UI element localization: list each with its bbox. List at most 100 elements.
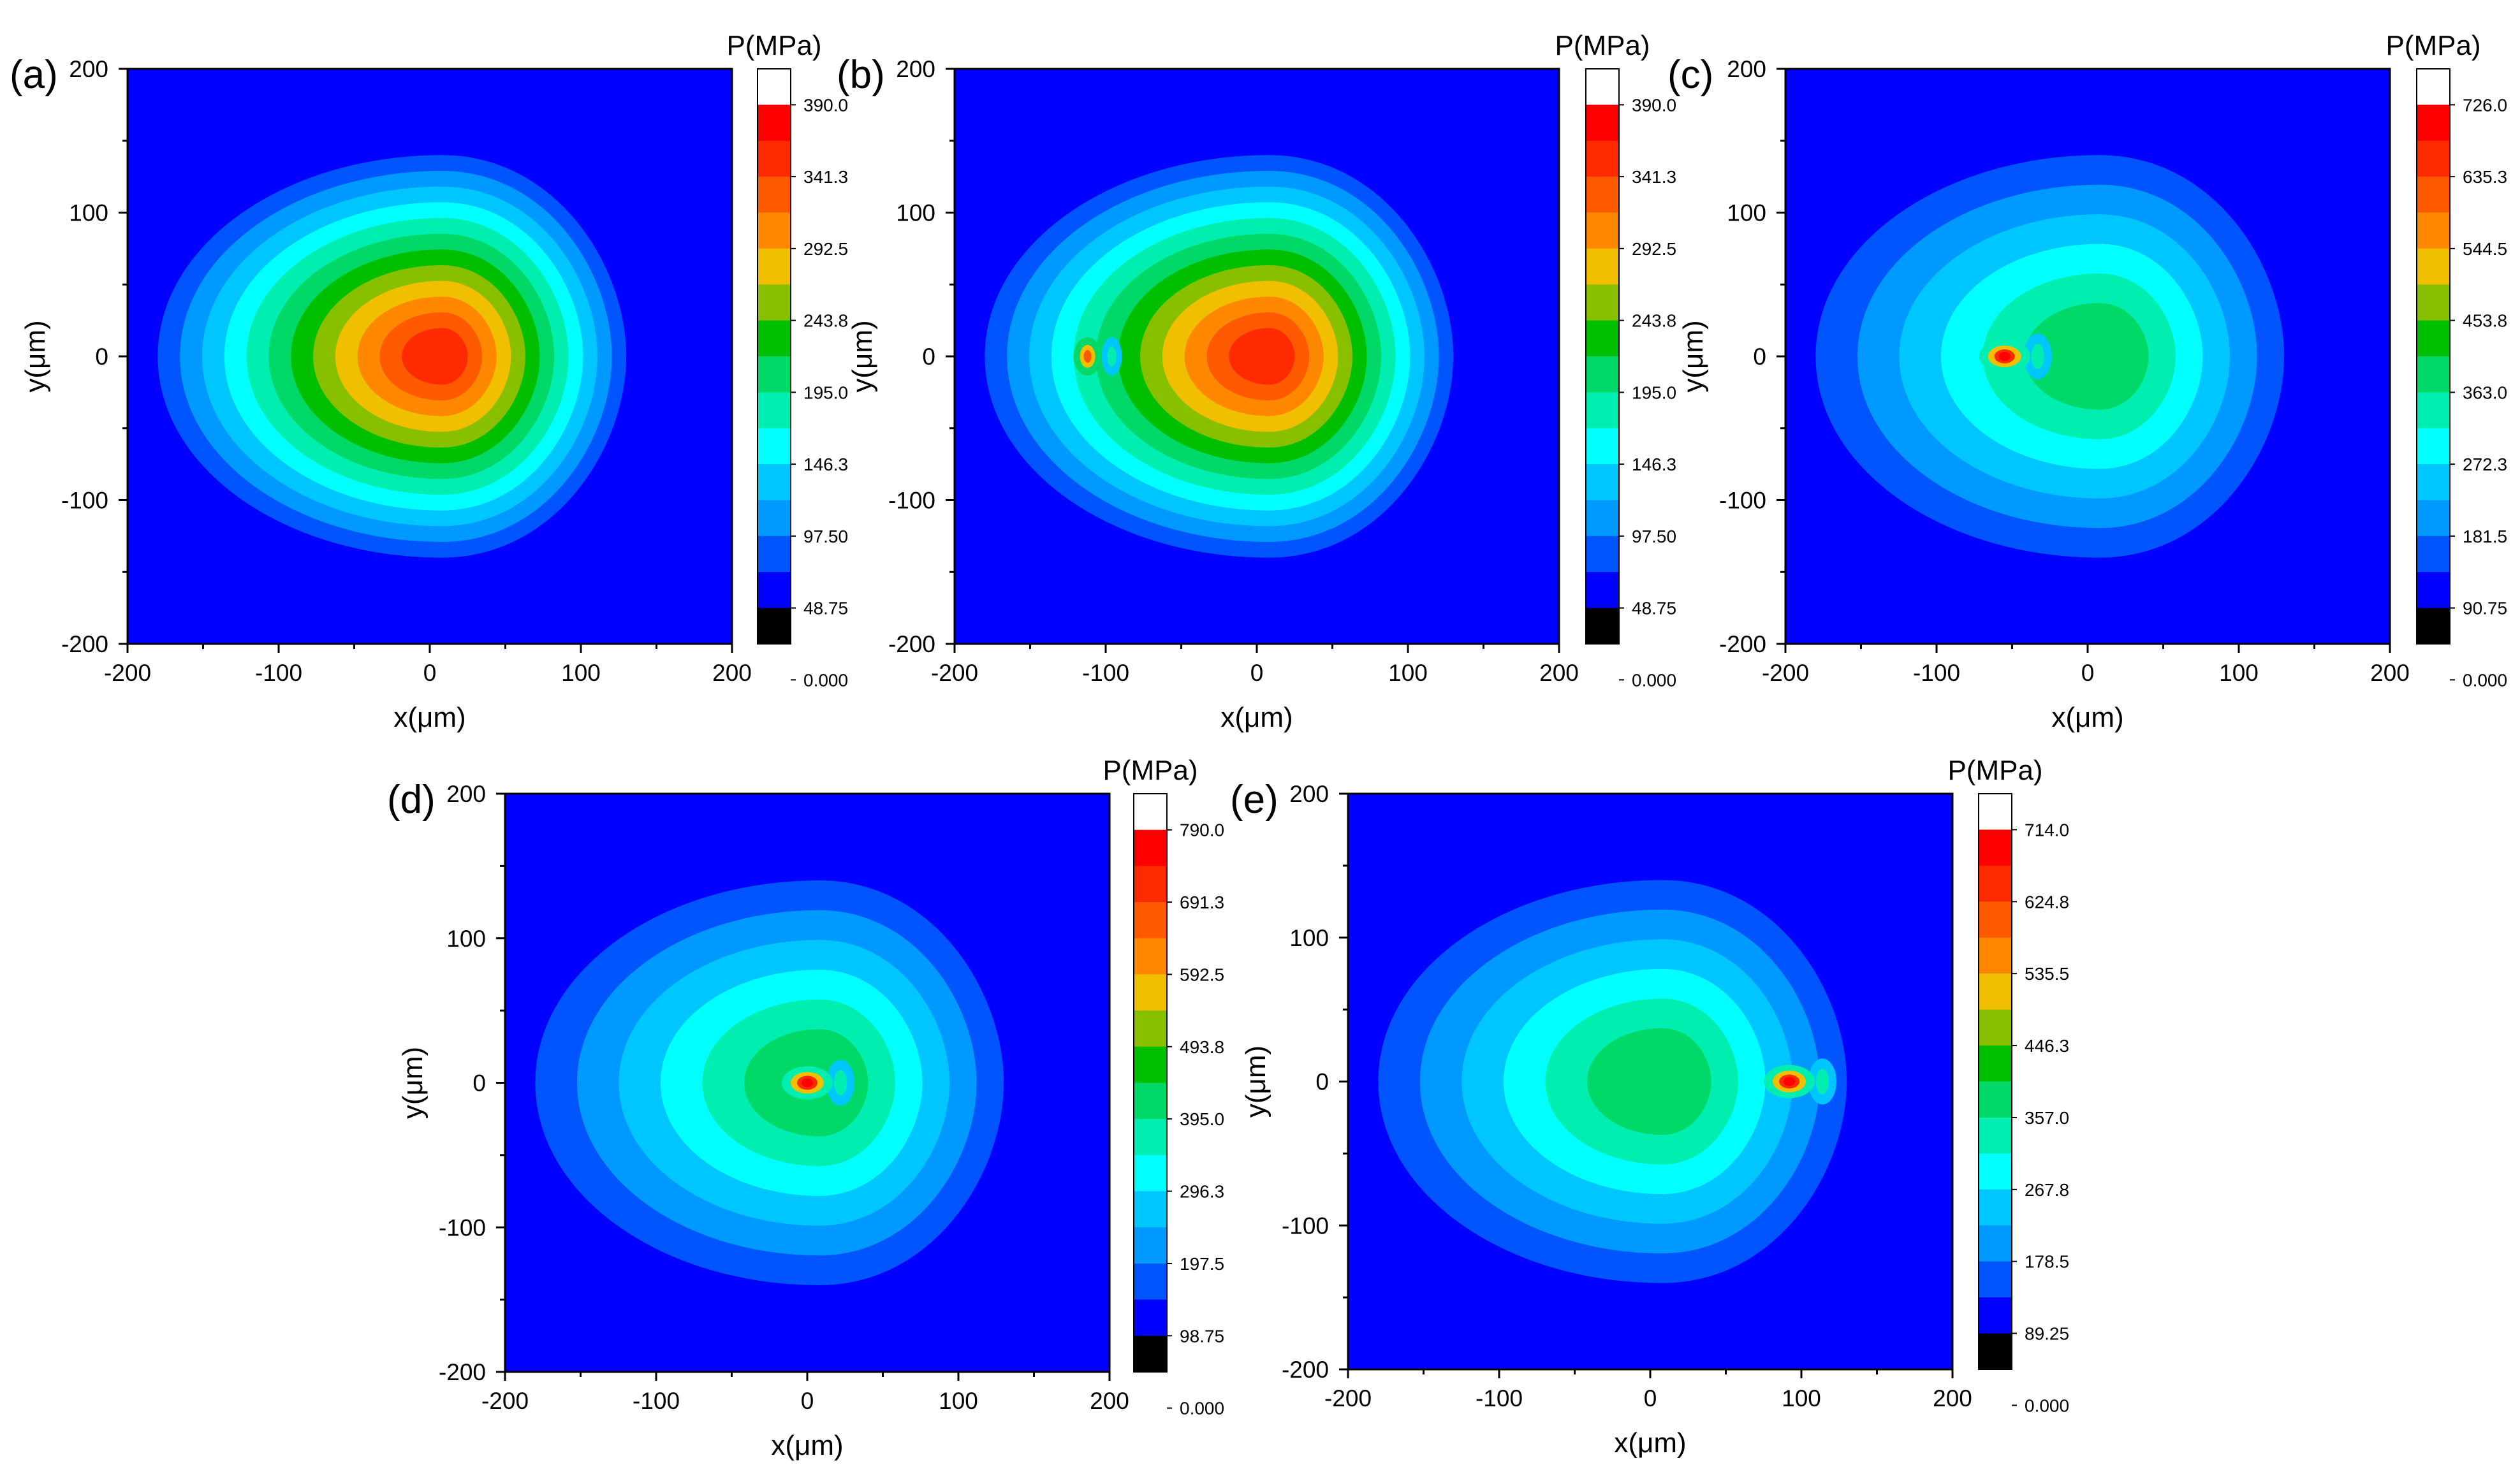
contour-field (955, 69, 1559, 644)
y-tick-label: 200 (1289, 781, 1329, 807)
colorbar-block (1134, 1155, 1167, 1192)
colorbar-block (1586, 356, 1619, 393)
chart-panel-2: -200 -100 0 100 200 200 100 0 -100 -200 x(μm) y(μm)… (837, 30, 1676, 733)
colorbar-block (1586, 392, 1619, 429)
colorbar-label: 592.5 (1180, 965, 1224, 984)
chart-panel-4: -200 -100 0 100 200 200 100 0 -100 -200 x(μm) y(μm)… (387, 755, 1224, 1461)
colorbar: 790.0 691.3 592.5 493.8 395.0 296.3 197.5 98.75… (1102, 755, 1224, 1418)
colorbar-block (1134, 1046, 1167, 1083)
colorbar-label: 97.50 (803, 527, 848, 546)
colorbar-label: 48.75 (803, 599, 848, 618)
contour-band (2025, 303, 2149, 410)
x-tick-label: -200 (1762, 660, 1809, 686)
colorbar-block (1134, 1191, 1167, 1228)
x-tick-label: 0 (423, 660, 437, 686)
x-tick-label: 0 (1644, 1385, 1657, 1411)
colorbar-block (758, 284, 791, 321)
y-tick-label: -200 (439, 1359, 486, 1385)
colorbar-block (1979, 901, 2012, 938)
colorbar-label: 89.25 (2025, 1324, 2069, 1344)
colorbar-block (1979, 1333, 2012, 1370)
x-tick-label: 200 (1539, 660, 1579, 686)
colorbar-label: 195.0 (1632, 383, 1676, 402)
colorbar-block (2417, 284, 2450, 321)
colorbar-block (758, 248, 791, 285)
y-tick-label: -100 (888, 488, 935, 514)
colorbar-block (758, 608, 791, 645)
colorbar-frame (1978, 793, 2012, 1370)
colorbar-block (1586, 140, 1619, 177)
colorbar-block (1134, 794, 1167, 831)
y-tick-label: 100 (69, 200, 108, 226)
colorbar: 714.0 624.8 535.5 446.3 357.0 267.8 178.5 89.25… (1947, 755, 2069, 1415)
panel-label: (a) (10, 53, 58, 97)
colorbar-block (1586, 248, 1619, 285)
colorbar-block (2417, 608, 2450, 645)
panel-label: (b) (837, 53, 885, 97)
colorbar-block (758, 428, 791, 465)
colorbar-block (1979, 865, 2012, 902)
colorbar-label: 146.3 (803, 455, 848, 474)
panel-label: (c) (1667, 53, 1713, 97)
y-tick-label: 0 (95, 344, 108, 370)
colorbar-label: 197.5 (1180, 1254, 1224, 1274)
colorbar-block (1979, 829, 2012, 866)
contour-band (1587, 1028, 1711, 1135)
y-tick-label: 200 (69, 56, 108, 82)
colorbar-block (1979, 1225, 2012, 1262)
colorbar-block (1586, 428, 1619, 465)
pressure-hotspot (782, 1060, 854, 1106)
colorbar-frame (2416, 68, 2450, 645)
colorbar-block (758, 356, 791, 393)
colorbar-block (1586, 500, 1619, 537)
colorbar-block (2417, 69, 2450, 105)
y-tick-label: -100 (1282, 1213, 1329, 1239)
y-tick-label: -200 (888, 631, 935, 657)
colorbar-block (2417, 572, 2450, 609)
colorbar-label: 635.3 (2463, 167, 2507, 187)
colorbar-label: 48.75 (1632, 599, 1676, 618)
colorbar-block (758, 464, 791, 500)
x-tick-label: 0 (801, 1388, 814, 1414)
y-tick-label: -200 (61, 631, 108, 657)
colorbar-block (1979, 1009, 2012, 1046)
y-tick-label: 0 (472, 1070, 486, 1097)
colorbar-block (758, 320, 791, 357)
colorbar-label: 243.8 (803, 311, 848, 331)
colorbar-label: 714.0 (2025, 820, 2069, 840)
colorbar: 726.0 635.3 544.5 453.8 363.0 272.3 181.5 90.75… (2385, 30, 2507, 690)
y-tick-label: -100 (439, 1214, 486, 1241)
colorbar-block (758, 392, 791, 429)
colorbar-frame (1585, 68, 1620, 645)
colorbar-label: 0.000 (1180, 1399, 1224, 1418)
contour-band (402, 328, 468, 385)
colorbar-label: 97.50 (1632, 527, 1676, 546)
colorbar-block (2417, 320, 2450, 357)
y-axis-label: y(μm) (20, 320, 51, 392)
x-tick-label: 0 (1250, 660, 1264, 686)
colorbar-block (1586, 320, 1619, 357)
colorbar-block (1134, 974, 1167, 1011)
colorbar-label: 493.8 (1180, 1037, 1224, 1057)
x-tick-label: 100 (939, 1388, 978, 1414)
colorbar-block (1586, 69, 1619, 105)
y-axis-label: y(μm) (1678, 320, 1709, 392)
x-tick-label: 200 (1090, 1388, 1129, 1414)
x-tick-label: 100 (561, 660, 601, 686)
colorbar-frame (1133, 793, 1168, 1373)
x-axis-label: x(μm) (1614, 1427, 1686, 1459)
x-axis-label: x(μm) (393, 702, 465, 733)
colorbar-label: 535.5 (2025, 964, 2069, 984)
colorbar-label: 357.0 (2025, 1108, 2069, 1128)
y-tick-label: -100 (61, 488, 108, 514)
colorbar-block (1134, 1082, 1167, 1119)
colorbar-label: 624.8 (2025, 892, 2069, 912)
colorbar-block (1979, 937, 2012, 974)
contour-field (1785, 69, 2390, 644)
colorbar-label: 446.3 (2025, 1036, 2069, 1056)
y-tick-label: -100 (1719, 488, 1766, 514)
colorbar-label: 390.0 (803, 95, 848, 115)
colorbar-block (1134, 829, 1167, 866)
colorbar-label: 341.3 (1632, 167, 1676, 187)
y-tick-label: -200 (1282, 1357, 1329, 1383)
